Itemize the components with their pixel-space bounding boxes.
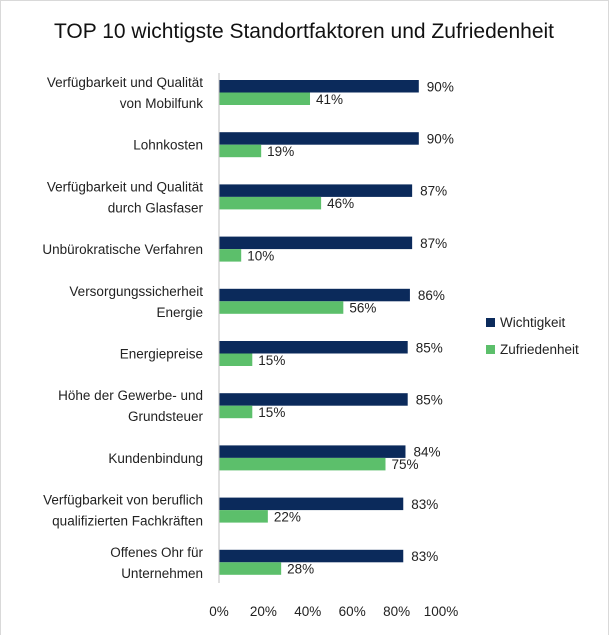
- category-label: Kundenbindung: [108, 451, 203, 466]
- bar-zufriedenheit: [219, 405, 253, 419]
- data-label: 87%: [420, 236, 447, 251]
- category-label: durch Glasfaser: [108, 200, 204, 215]
- bar-zufriedenheit: [219, 249, 242, 262]
- data-label: 75%: [392, 457, 419, 472]
- x-tick-label: 60%: [339, 604, 366, 619]
- data-label: 90%: [427, 131, 454, 146]
- data-label: 85%: [416, 340, 443, 355]
- x-tick-label: 20%: [250, 604, 277, 619]
- bar-zufriedenheit: [219, 457, 386, 471]
- bar-zufriedenheit: [219, 353, 253, 366]
- data-label: 85%: [416, 392, 443, 407]
- category-label: Verfügbarkeit und Qualität: [47, 75, 203, 90]
- data-label: 41%: [316, 92, 343, 107]
- category-label: von Mobilfunk: [120, 96, 204, 111]
- bar-wichtigkeit: [219, 184, 413, 197]
- legend-swatch-wichtigkeit: [486, 318, 495, 327]
- data-label: 10%: [247, 248, 274, 263]
- data-label: 87%: [420, 184, 447, 199]
- data-label: 84%: [413, 445, 440, 460]
- plot-area: Verfügbarkeit und Qualität von Mobilfunk L…: [42, 73, 458, 619]
- data-label: 56%: [349, 301, 376, 316]
- category-label: Verfügbarkeit von beruflich: [43, 493, 203, 508]
- data-label: 86%: [418, 288, 445, 303]
- category-label: Energiepreise: [120, 347, 203, 362]
- bar-zufriedenheit: [219, 562, 282, 575]
- bar-wichtigkeit: [219, 236, 413, 250]
- bar-wichtigkeit: [219, 132, 419, 145]
- category-label: Unbürokratische Verfahren: [42, 242, 203, 257]
- category-label: Höhe der Gewerbe- und: [58, 388, 203, 403]
- x-tick-label: 80%: [383, 604, 410, 619]
- data-label: 46%: [327, 196, 354, 211]
- bar-zufriedenheit: [219, 196, 322, 210]
- legend-label: Wichtigkeit: [500, 315, 566, 330]
- category-label: Versorgungssicherheit: [69, 284, 203, 299]
- data-label: 83%: [411, 549, 438, 564]
- bar-zufriedenheit: [219, 510, 268, 523]
- x-tick-label: 100%: [424, 604, 459, 619]
- x-tick-label: 0%: [209, 604, 229, 619]
- data-label: 83%: [411, 497, 438, 512]
- bar-wichtigkeit: [219, 341, 408, 354]
- category-label: Offenes Ohr für: [110, 545, 203, 560]
- data-label: 15%: [258, 405, 285, 420]
- data-label: 90%: [427, 79, 454, 94]
- category-label: Grundsteuer: [128, 409, 204, 424]
- category-label: Verfügbarkeit und Qualität: [47, 179, 203, 194]
- bar-wichtigkeit: [219, 445, 406, 458]
- bar-zufriedenheit: [219, 301, 344, 314]
- x-tick-label: 40%: [294, 604, 321, 619]
- category-label: Lohnkosten: [133, 138, 203, 153]
- bar-wichtigkeit: [219, 393, 408, 406]
- bar-wichtigkeit: [219, 497, 404, 511]
- bar-zufriedenheit: [219, 92, 311, 105]
- data-label: 19%: [267, 144, 294, 159]
- data-label: 22%: [274, 509, 301, 524]
- data-label: 28%: [287, 562, 314, 577]
- category-label: Energie: [156, 305, 203, 320]
- category-label: Unternehmen: [121, 566, 203, 581]
- legend-swatch-zufriedenheit: [486, 345, 495, 354]
- chart-title: TOP 10 wichtigste Standortfaktoren und Z…: [54, 20, 554, 43]
- bar-zufriedenheit: [219, 144, 262, 158]
- bar-wichtigkeit: [219, 288, 410, 302]
- bar-wichtigkeit: [219, 549, 404, 563]
- data-label: 15%: [258, 353, 285, 368]
- bar-wichtigkeit: [219, 80, 419, 93]
- legend: Wichtigkeit Zufriedenheit: [486, 315, 579, 357]
- legend-label: Zufriedenheit: [500, 342, 579, 357]
- category-label: qualifizierten Fachkräften: [52, 514, 203, 529]
